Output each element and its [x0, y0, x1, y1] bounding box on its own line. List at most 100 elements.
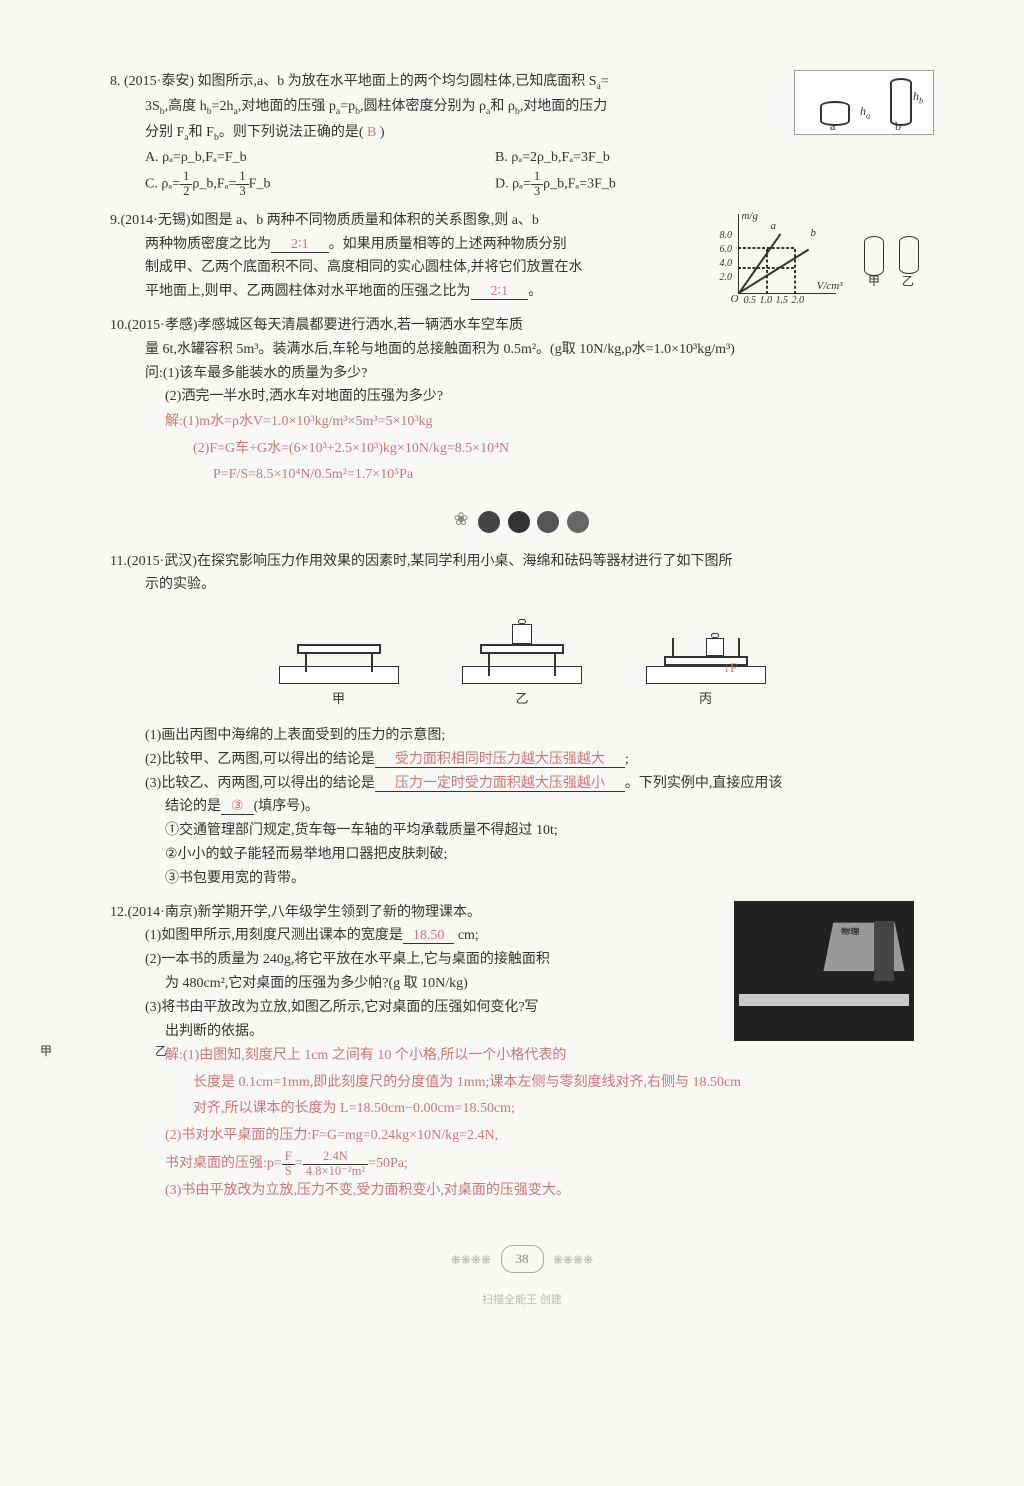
q10-t2: 量 6t,水罐容积 5m³。装满水后,车轮与地面的总接触面积为 0.5m²。(g… [145, 342, 735, 357]
deco-circle-icon [478, 511, 500, 533]
q8-t9: ,对地面的压力 [520, 99, 608, 114]
q8-t13: ) [376, 125, 384, 140]
q11-sub3c: 结论的是 [165, 799, 221, 814]
q8-t7: ,圆柱体密度分别为 ρ [360, 99, 486, 114]
q8-text: 如图所示,a、b 为放在水平地面上的两个均匀圆柱体,已知底面积 S [198, 74, 597, 89]
q8-option-d: D. ρₐ=13ρ_b,Fₐ=3F_b [495, 170, 845, 199]
q12-sol2: (2)书对水平桌面的压力:F=G=mg=0.24kg×10N/kg=2.4N, [165, 1128, 498, 1143]
q8-option-b: B. ρₐ=2ρ_b,Fₐ=3F_b [495, 146, 845, 170]
q12-sub1a: (1)如图甲所示,用刻度尺测出课本的宽度是 [145, 928, 403, 943]
q9-t5: 平地面上,则甲、乙两圆柱体对水平地面的压强之比为 [145, 284, 471, 299]
q12-blank1: 18.50 [403, 928, 455, 944]
page-number-value: 38 [501, 1245, 544, 1273]
q12-number: 12. [110, 905, 128, 920]
deco-circle-icon [567, 511, 589, 533]
graph-mass-volume: m/g V/cm³ a b O 2.0 4.0 6.0 8.0 0.5 1.0 … [726, 209, 841, 304]
photo-label-yi: 乙 [155, 1041, 167, 1061]
question-9: m/g V/cm³ a b O 2.0 4.0 6.0 8.0 0.5 1.0 … [110, 209, 934, 304]
q12-text: 新学期开学,八年级学生领到了新的物理课本。 [198, 905, 482, 920]
figure-bing: ↓F 丙 [646, 609, 766, 710]
label-b: b [895, 116, 901, 136]
q12-sub2b: 为 480cm²,它对桌面的压强为多少帕?(g 取 10N/kg) [165, 976, 468, 991]
deco-circle-icon [537, 511, 559, 533]
photo-label-jia: 甲 [40, 1041, 52, 1061]
label-jia: 甲 [279, 688, 399, 710]
xt2: 1.5 [776, 292, 789, 309]
cyl-right-label: 乙 [902, 271, 914, 291]
q11-blank3: 压力一定时受力面积越大压强越小 [375, 776, 625, 792]
q9-text: 如图是 a、b 两种不同物质质量和体积的关系图象,则 a、b [191, 213, 539, 228]
q11-blank3c: ③ [221, 799, 254, 815]
q12-sol1: (1)由图知,刻度尺上 1cm 之间有 10 个小格,所以一个小格代表的 [183, 1048, 566, 1063]
q8-answer: B [367, 125, 376, 140]
decoration-flower-icon: ❀ [453, 504, 468, 535]
q9-number: 9. [110, 213, 121, 228]
page-number: ❋❋❋❋ 38 ❋❋❋❋ [110, 1245, 934, 1273]
q9-blank1: 2∶1 [271, 237, 329, 253]
page-deco-right-icon: ❋❋❋❋ [553, 1250, 593, 1270]
q8-option-a: A. ρₐ=ρ_b,Fₐ=F_b [145, 146, 495, 170]
q9-source: (2014·无锡) [121, 213, 191, 228]
q10-sol1: (1)m水=ρ水V=1.0×10³kg/m³×5m³=5×10³kg [183, 414, 433, 429]
q9-t2: 两种物质密度之比为 [145, 237, 271, 252]
q12-sol3: (3)书由平放改为立放,压力不变,受力面积变小,对桌面的压强变大。 [165, 1183, 570, 1198]
q12-sol2b-end: =50Pa; [368, 1156, 408, 1171]
q8-t11: 和 F [189, 125, 214, 140]
label-yi: 乙 [462, 688, 582, 710]
q11-sub2a: (2)比较甲、乙两图,可以得出的结论是 [145, 752, 375, 767]
line-b-label: b [811, 224, 817, 243]
q8-source: (2015·泰安) [124, 74, 194, 89]
q8-t4: =2h [212, 99, 234, 114]
q12-source: (2014·南京) [128, 905, 198, 920]
q11-blank2: 受力面积相同时压力越大压强越大 [375, 752, 625, 768]
q12-sub1b: cm; [458, 928, 479, 943]
q11-sub3b: 。下列实例中,直接应用该 [625, 776, 783, 791]
origin: O [731, 290, 739, 309]
q9-blank2: 2∶1 [471, 284, 529, 300]
q12-solution: 解:(1)由图知,刻度尺上 1cm 之间有 10 个小格,所以一个小格代表的 长… [165, 1043, 934, 1205]
q12-sol1c: 对齐,所以课本的长度为 L=18.50cm−0.00cm=18.50cm; [193, 1101, 515, 1116]
q8-option-c: C. ρₐ=12ρ_b,Fₐ=13F_b [145, 170, 495, 199]
footer-watermark: 扫描全能王 创建 [110, 1291, 934, 1310]
deco-circle-icon [508, 511, 530, 533]
q11-source: (2015·武汉) [127, 554, 197, 569]
q10-sub2: (2)洒完一半水时,洒水车对地面的压强为多少? [165, 389, 443, 404]
q11-ex1: ①交通管理部门规定,货车每一车轴的平均承载质量不得超过 10t; [165, 823, 558, 838]
small-cylinders: 甲 乙 [854, 209, 934, 284]
q10-sub1: 问:(1)该车最多能装水的质量为多少? [145, 366, 367, 381]
q10-text: 孝感城区每天清晨都要进行洒水,若一辆洒水车空车质 [198, 318, 524, 333]
ylabel: m/g [742, 207, 759, 226]
q12-sol-pre: 解: [165, 1048, 183, 1063]
section-header: ❀ [110, 504, 934, 535]
q11-ex3: ③书包要用宽的背带。 [165, 871, 305, 886]
q10-source: (2015·孝感) [128, 318, 198, 333]
q11-text: 在探究影响压力作用效果的因素时,某同学利用小桌、海绵和砝码等器材进行了如下图所 [197, 554, 733, 569]
q10-sol2: (2)F=G车+G水=(6×10³+2.5×10³)kg×10N/kg=8.5×… [193, 441, 509, 456]
cylinder-b [890, 78, 912, 126]
q10-number: 10. [110, 318, 128, 333]
xt1: 1.0 [760, 292, 773, 309]
figure-q9: m/g V/cm³ a b O 2.0 4.0 6.0 8.0 0.5 1.0 … [726, 209, 935, 304]
q8-t2: 3S [145, 99, 160, 114]
line-a-label: a [771, 217, 777, 236]
q8-t8: 和 ρ [490, 99, 515, 114]
q12-sol1b: 长度是 0.1cm=1mm,即此刻度尺的分度值为 1mm;课本左侧与零刻度线对齐… [193, 1075, 741, 1090]
xt3: 2.0 [792, 292, 805, 309]
q8-t5: ,对地面的压强 p [238, 99, 336, 114]
q9-t4: 制成甲、乙两个底面积不同、高度相同的实心圆柱体,并将它们放置在水 [145, 260, 583, 275]
q8-number: 8. [110, 74, 121, 89]
book-photo: 物理 [734, 901, 914, 1041]
q12-sol2b-pre: 书对桌面的压强:p= [165, 1156, 282, 1171]
q8-t3: ,高度 h [165, 99, 207, 114]
cyl-left-label: 甲 [868, 271, 880, 291]
question-12: 物理 甲 乙 12.(2014·南京)新学期开学,八年级学生领到了新的物理课本。… [110, 901, 934, 1205]
q11-sub3d: (填序号)。 [254, 799, 319, 814]
figure-q8-cylinders: a ha b hb [794, 70, 934, 135]
q12-sub3b: 出判断的依据。 [165, 1024, 263, 1039]
q11-ex2: ②小小的蚊子能轻而易举地用口器把皮肤刺破; [165, 847, 447, 862]
q9-t6: 。 [528, 284, 542, 299]
q12-sol2b-mid: = [295, 1156, 303, 1171]
figure-yi: 乙 [462, 609, 582, 710]
q8-t10: 分别 F [145, 125, 184, 140]
q11-sub2b: ; [625, 752, 629, 767]
